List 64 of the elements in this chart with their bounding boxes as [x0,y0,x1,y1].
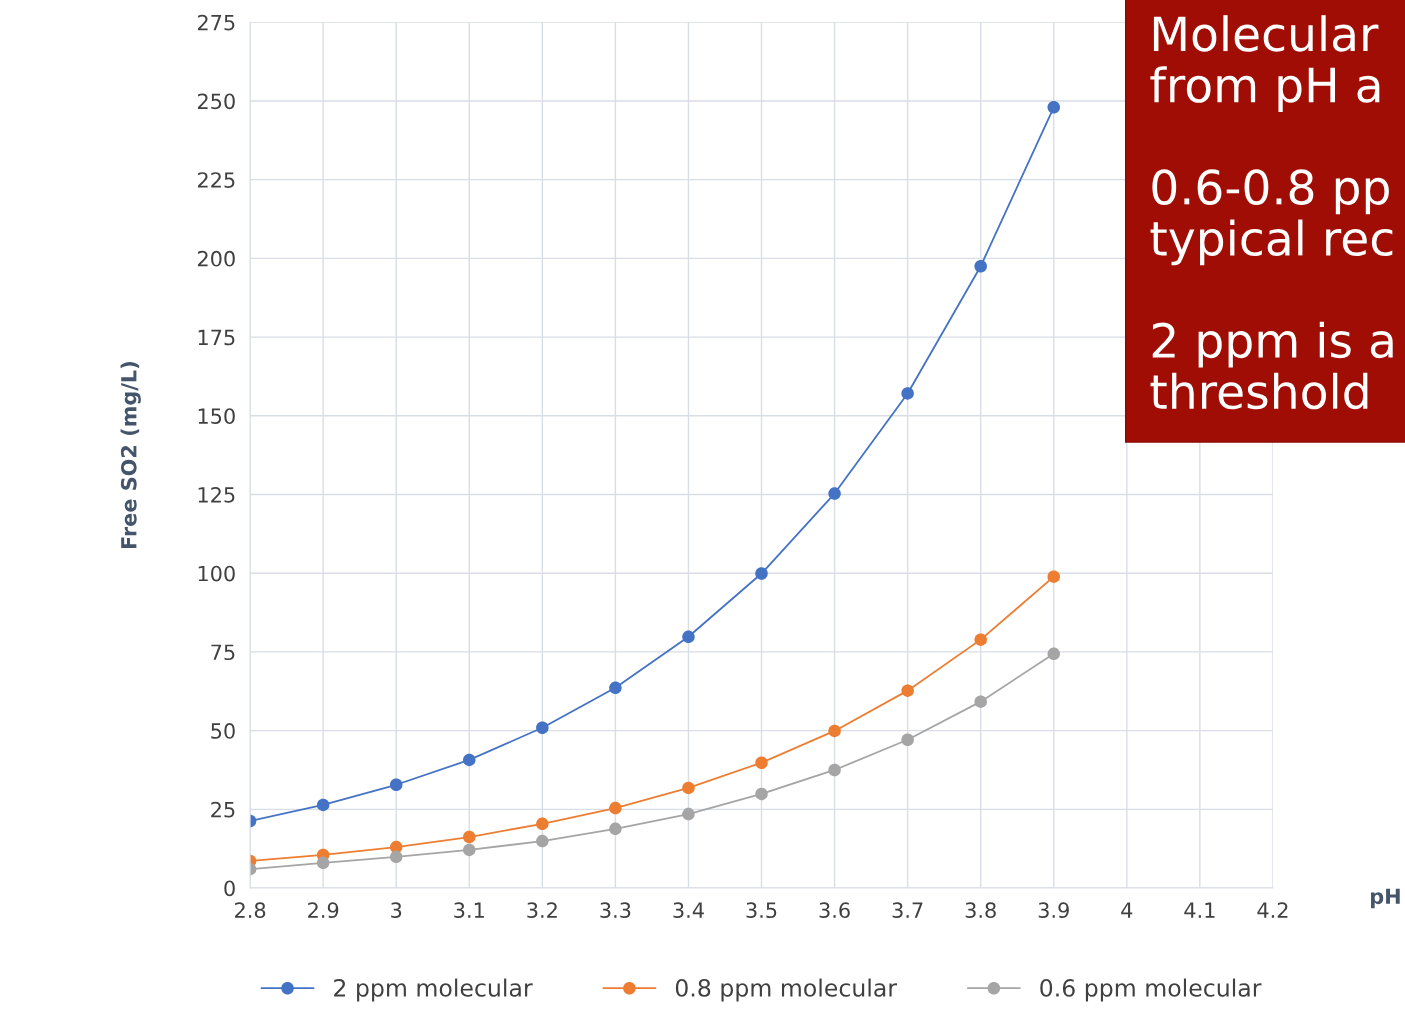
x-tick-label: 3.2 [527,902,557,919]
y-tick-label: 75 [211,644,235,661]
point [974,260,987,273]
y-tick-label: 200 [197,250,235,267]
y-tick-label: 175 [198,329,235,346]
x-tick-label: 3.5 [746,902,777,919]
point [1047,101,1060,114]
point [901,387,914,400]
point [463,830,476,844]
point [755,567,768,580]
point [974,695,987,708]
x-tick-label: 4.1 [1184,902,1215,918]
point [682,807,695,821]
point [1047,647,1060,661]
point [316,798,330,812]
x-tick-label: 3.4 [673,902,704,919]
point [536,721,549,735]
y-tick-label: 150 [198,408,235,425]
y-tick-label: 275 [197,14,235,31]
y-tick-label: 225 [197,172,235,188]
point [755,787,768,801]
y-tick-label: 250 [197,93,235,110]
point [389,778,403,792]
y-axis-title: Free SO2 (mg/L) [120,362,141,549]
point [536,834,549,848]
point [1047,570,1060,583]
legend-label: 0.8 ppm molecular [675,978,898,1002]
x-tick-label: 4.2 [1257,902,1288,918]
point [828,487,841,500]
point [609,681,622,695]
y-tick-label: 125 [198,486,235,503]
y-tick-label: 0 [224,880,235,897]
point [463,753,476,767]
point [974,633,987,646]
y-tick-label: 25 [211,801,235,818]
text: Molecular from pH a 0.6-0.8 pp typical rec 2 ppm is a threshold [1150,15,1393,410]
x-tick-label: 3.9 [1038,902,1069,919]
point [828,763,841,777]
point [901,733,914,746]
x-axis-title: pH [1371,888,1400,909]
x-tick-label: 3.7 [892,902,923,919]
point [682,630,695,644]
point [682,781,695,795]
x-tick-label: 3.3 [600,902,631,919]
point [755,756,768,769]
point [463,843,476,857]
x-tick-label: 3 [391,902,402,919]
point [316,856,330,870]
point [609,801,622,815]
point [536,817,549,831]
x-tick-label: 3.1 [454,902,484,919]
x-tick-label: 3.6 [819,902,850,919]
point [389,850,403,864]
x-tick-label: 3.8 [965,902,996,919]
point [901,684,914,697]
point [828,724,841,738]
legend-label: 2 ppm molecular [334,978,533,1002]
x-tick-label: 2.8 [235,902,266,919]
x-tick-label: 4 [1121,902,1133,918]
point [609,822,622,836]
x-tick-label: 2.9 [308,902,339,919]
y-tick-label: 50 [211,723,235,739]
legend-label: 0.6 ppm molecular [1040,978,1262,1002]
y-tick-label: 100 [198,565,235,582]
